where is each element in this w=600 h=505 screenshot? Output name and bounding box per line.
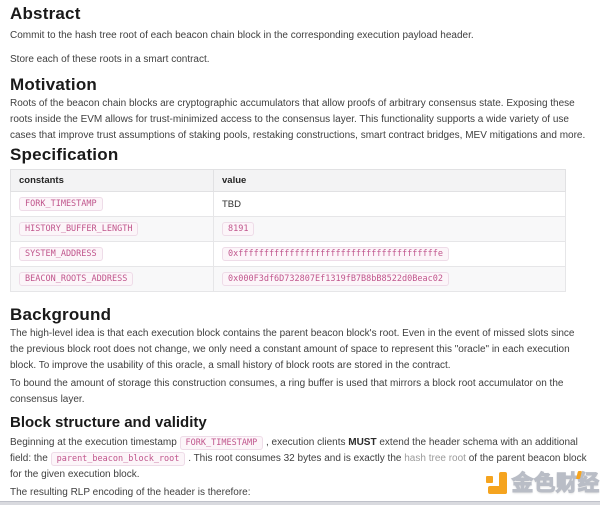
value-cell: TBD xyxy=(213,191,566,217)
watermark-text-wrap: 金色财经 xyxy=(511,471,600,496)
specification-heading: Specification xyxy=(10,145,119,164)
constant-cell: BEACON_ROOTS_ADDRESS xyxy=(10,266,214,292)
constant-cell: HISTORY_BUFFER_LENGTH xyxy=(10,216,214,242)
paragraph-text: , execution clients xyxy=(263,437,349,448)
motivation-paragraph: Roots of the beacon chain blocks are cry… xyxy=(10,98,586,141)
abstract-paragraph-2: Store each of these roots in a smart con… xyxy=(10,54,210,65)
constant-code-chip: SYSTEM_ADDRESS xyxy=(19,247,103,262)
background-heading: Background xyxy=(10,305,112,324)
constant-cell: FORK_TIMESTAMP xyxy=(10,191,214,217)
article-content: Abstract Commit to the hash tree root of… xyxy=(0,4,600,505)
horizontal-scrollbar[interactable] xyxy=(0,501,600,505)
value-code-chip: 0xffffffffffffffffffffffffffffffffffffff… xyxy=(222,247,449,262)
constant-cell: SYSTEM_ADDRESS xyxy=(10,241,214,267)
table-row: HISTORY_BUFFER_LENGTH 8191 xyxy=(10,216,566,242)
table-row: FORK_TIMESTAMP TBD xyxy=(10,191,566,217)
hash-tree-root-term: hash tree root xyxy=(404,453,466,464)
constants-table: constants value FORK_TIMESTAMP TBD HISTO… xyxy=(10,169,566,292)
rlp-intro-paragraph: The resulting RLP encoding of the header… xyxy=(10,487,251,498)
value-code-chip: 8191 xyxy=(222,222,255,237)
watermark-text: 金色财经 xyxy=(511,471,600,495)
table-row: BEACON_ROOTS_ADDRESS 0x000F3df6D732807Ef… xyxy=(10,266,566,292)
background-paragraph-1: The high-level idea is that each executi… xyxy=(10,328,575,371)
value-code-chip: 0x000F3df6D732807Ef1319fB7B8bB8522d0Beac… xyxy=(222,272,449,287)
paragraph-text: Beginning at the execution timestamp xyxy=(10,437,180,448)
table-header-row: constants value xyxy=(10,169,566,192)
value-cell: 8191 xyxy=(213,216,566,242)
constant-code-chip: FORK_TIMESTAMP xyxy=(19,197,103,212)
must-keyword: MUST xyxy=(348,437,377,448)
constant-code-chip: HISTORY_BUFFER_LENGTH xyxy=(19,222,139,237)
jinse-finance-watermark: 金色财经 xyxy=(486,471,600,496)
table-row: SYSTEM_ADDRESS 0xfffffffffffffffffffffff… xyxy=(10,241,566,267)
abstract-heading: Abstract xyxy=(10,4,81,23)
value-cell: 0xffffffffffffffffffffffffffffffffffffff… xyxy=(213,241,566,267)
fork-timestamp-code-chip: FORK_TIMESTAMP xyxy=(179,436,264,450)
paragraph-text: extend the header schema with an additio… xyxy=(10,437,578,464)
motivation-heading: Motivation xyxy=(10,75,97,94)
block-structure-heading: Block structure and validity xyxy=(10,414,207,431)
block-structure-paragraph: Beginning at the execution timestamp FOR… xyxy=(10,435,590,483)
paragraph-text: of the parent beacon block for the given… xyxy=(10,453,587,480)
value-cell: 0x000F3df6D732807Ef1319fB7B8bB8522d0Beac… xyxy=(213,266,566,292)
background-paragraph-2: To bound the amount of storage this cons… xyxy=(10,378,564,405)
jinse-logo-icon xyxy=(486,472,507,494)
constants-column-header: constants xyxy=(10,169,214,192)
constant-code-chip: BEACON_ROOTS_ADDRESS xyxy=(19,272,134,287)
paragraph-text: . This root consumes 32 bytes and is exa… xyxy=(185,453,405,464)
value-column-header: value xyxy=(213,169,566,192)
parent-beacon-block-root-code-chip: parent_beacon_block_root xyxy=(50,452,186,466)
abstract-paragraph-1: Commit to the hash tree root of each bea… xyxy=(10,30,474,41)
